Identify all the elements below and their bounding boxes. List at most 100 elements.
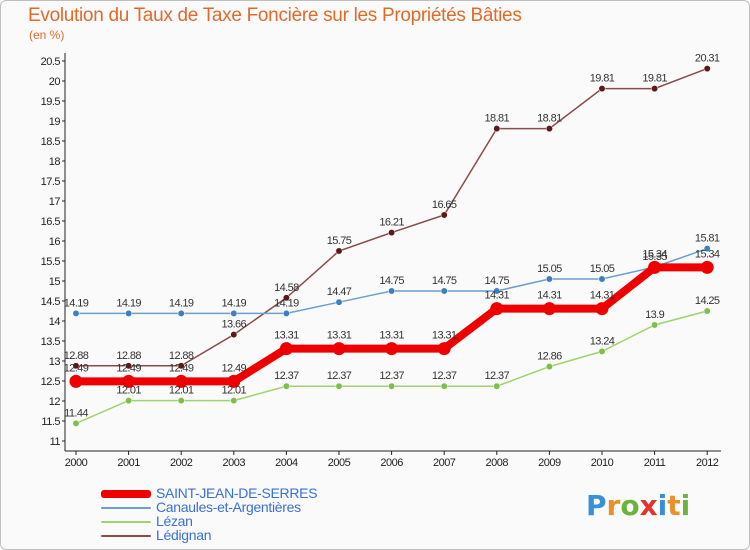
- data-label: 13.31: [274, 330, 299, 342]
- data-label: 14.75: [432, 275, 457, 287]
- data-label: 12.01: [169, 385, 194, 397]
- data-label: 12.86: [537, 351, 562, 363]
- proxiti-logo: Proxiti: [586, 489, 690, 522]
- data-point: [440, 382, 448, 390]
- data-point: [493, 382, 501, 390]
- data-label: 12.49: [169, 362, 194, 374]
- data-point: [545, 363, 553, 371]
- y-tick-label: 19.5: [41, 96, 61, 108]
- data-point: [335, 382, 343, 390]
- data-label: 12.49: [222, 362, 247, 374]
- data-point: [700, 260, 714, 274]
- x-tick-label: 2006: [380, 457, 403, 469]
- y-tick-label: 19: [49, 116, 61, 128]
- chart-unit-label: (en %): [29, 28, 65, 42]
- data-point: [598, 275, 606, 283]
- data-point: [598, 85, 606, 93]
- data-label: 14.75: [485, 275, 510, 287]
- data-point: [177, 309, 185, 317]
- data-point: [703, 65, 711, 73]
- x-tick-label: 2012: [696, 457, 719, 469]
- data-point: [279, 342, 293, 356]
- data-point: [332, 342, 346, 356]
- data-point: [651, 85, 659, 93]
- x-tick-label: 2003: [223, 457, 246, 469]
- logo-letter: o: [620, 489, 640, 522]
- data-point: [490, 302, 504, 316]
- data-label: 12.49: [116, 362, 141, 374]
- data-point: [177, 397, 185, 405]
- data-point: [72, 362, 80, 370]
- legend-swatch: [101, 535, 151, 537]
- data-label: 15.05: [590, 263, 615, 275]
- y-tick-label: 14.5: [41, 296, 61, 308]
- x-tick-label: 2002: [170, 457, 193, 469]
- data-label: 19.81: [642, 73, 667, 85]
- data-label: 15.35: [642, 251, 667, 263]
- legend-swatch: [101, 490, 151, 498]
- y-tick-label: 12.5: [41, 376, 61, 388]
- data-label: 13.66: [222, 319, 247, 331]
- data-label: 12.01: [222, 385, 247, 397]
- legend-swatch: [101, 521, 151, 523]
- data-point: [72, 419, 80, 427]
- data-label: 14.19: [64, 297, 89, 309]
- data-label: 12.37: [432, 370, 457, 382]
- data-point: [651, 321, 659, 329]
- data-point: [545, 125, 553, 133]
- data-point: [230, 309, 238, 317]
- data-label: 14.19: [116, 297, 141, 309]
- data-label: 13.31: [327, 330, 352, 342]
- data-point: [174, 374, 188, 388]
- y-tick-label: 14: [49, 316, 61, 328]
- data-label: 14.75: [379, 275, 404, 287]
- data-label: 16.21: [379, 217, 404, 229]
- data-point: [388, 287, 396, 295]
- data-label: 14.19: [169, 297, 194, 309]
- data-point: [595, 302, 609, 316]
- data-point: [125, 397, 133, 405]
- y-tick-label: 13.5: [41, 336, 61, 348]
- x-tick-label: 2008: [486, 457, 509, 469]
- x-tick-label: 2010: [591, 457, 614, 469]
- data-point: [282, 294, 290, 302]
- data-label: 12.37: [379, 370, 404, 382]
- data-point: [648, 260, 662, 274]
- y-tick-label: 15.5: [41, 256, 61, 268]
- data-label: 15.75: [327, 235, 352, 247]
- data-label: 18.81: [485, 113, 510, 125]
- logo-letter: P: [586, 489, 607, 522]
- y-tick-label: 13: [49, 356, 61, 368]
- y-tick-label: 18.5: [41, 136, 61, 148]
- data-label: 12.37: [327, 370, 352, 382]
- x-tick-label: 2000: [65, 457, 88, 469]
- data-point: [69, 374, 83, 388]
- data-point: [125, 362, 133, 370]
- y-tick-label: 17: [49, 196, 61, 208]
- data-point: [388, 382, 396, 390]
- data-label: 12.37: [274, 370, 299, 382]
- data-label: 13.31: [379, 330, 404, 342]
- data-point: [385, 342, 399, 356]
- data-label: 11.44: [64, 407, 88, 419]
- y-tick-label: 17.5: [41, 176, 61, 188]
- data-point: [545, 275, 553, 283]
- x-tick-label: 2001: [117, 457, 140, 469]
- data-label: 12.37: [485, 370, 510, 382]
- x-tick-label: 2004: [275, 457, 298, 469]
- data-label: 19.81: [590, 73, 615, 85]
- logo-letter: t: [667, 489, 681, 522]
- data-point: [122, 374, 136, 388]
- data-label: 15.34: [695, 248, 720, 260]
- data-point: [282, 382, 290, 390]
- x-tick-label: 2005: [328, 457, 351, 469]
- x-tick-label: 2011: [644, 457, 666, 469]
- y-tick-label: 11: [50, 436, 61, 448]
- data-label: 14.19: [222, 297, 247, 309]
- data-point: [227, 374, 241, 388]
- data-label: 12.88: [64, 350, 89, 362]
- data-label: 14.58: [274, 282, 299, 294]
- data-point: [125, 309, 133, 317]
